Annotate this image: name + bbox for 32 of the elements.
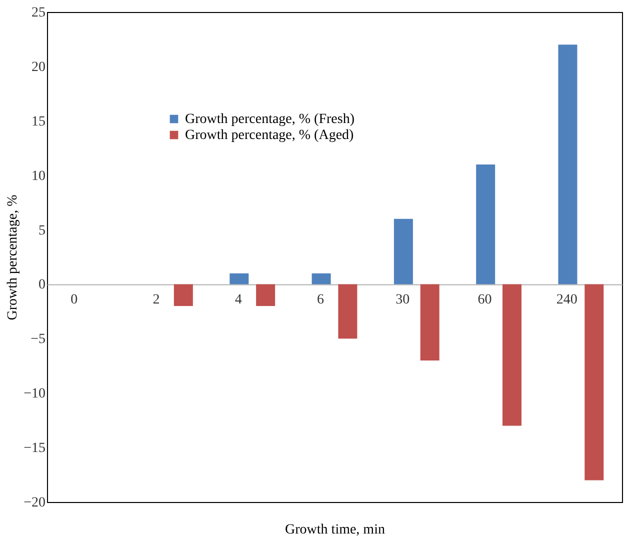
y-tick-label: 20 (32, 60, 46, 75)
bar (394, 218, 413, 284)
y-tick-label: 10 (32, 168, 46, 184)
x-tick-label: 4 (234, 292, 242, 308)
x-axis-title: Growth time, min (285, 522, 385, 537)
y-tick-label: 15 (32, 114, 46, 130)
x-tick-label: 240 (556, 292, 578, 308)
y-axis-title: Growth percentage, % (6, 194, 21, 320)
x-tick-label: 0 (70, 292, 78, 308)
y-tick-label: −5 (30, 332, 46, 348)
bar (230, 273, 249, 284)
y-tick-label: −20 (24, 496, 46, 510)
bar (502, 284, 522, 426)
bar (338, 284, 358, 339)
y-tick-label: 25 (32, 6, 46, 20)
legend-label: Growth percentage, % (Aged) (185, 128, 354, 143)
x-tick-label: 6 (317, 292, 324, 308)
y-tick-label: −15 (24, 441, 46, 456)
y-tick-label: 5 (38, 223, 46, 238)
x-tick-label: 30 (396, 292, 410, 308)
bar (420, 284, 440, 360)
bar (312, 273, 331, 284)
bar (584, 284, 604, 480)
y-tick-label: 0 (38, 278, 46, 293)
legend-label: Growth percentage, % (Fresh) (185, 112, 355, 127)
bar (174, 284, 193, 306)
x-tick-label: 2 (152, 292, 160, 308)
x-tick-label: 60 (478, 292, 492, 308)
bar (256, 284, 276, 306)
bar (476, 164, 496, 284)
y-tick-label: −10 (24, 386, 46, 402)
bar (558, 44, 578, 284)
